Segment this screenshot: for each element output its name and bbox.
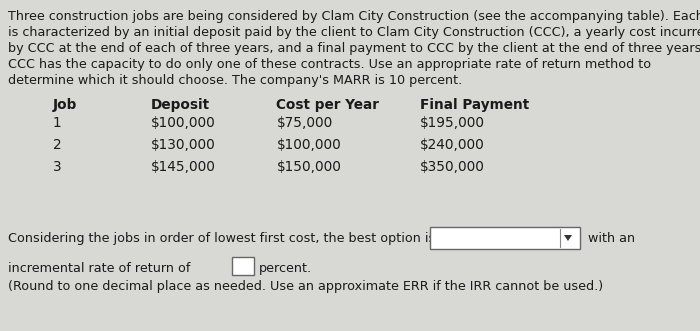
Text: Deposit: Deposit	[150, 98, 209, 112]
Text: incremental rate of return of: incremental rate of return of	[8, 262, 190, 275]
Text: $150,000: $150,000	[276, 160, 342, 174]
Text: $75,000: $75,000	[276, 116, 332, 130]
Text: 3: 3	[52, 160, 61, 174]
Text: Cost per Year: Cost per Year	[276, 98, 379, 112]
Text: $100,000: $100,000	[276, 138, 342, 152]
Text: Job: Job	[52, 98, 77, 112]
Text: $145,000: $145,000	[150, 160, 216, 174]
Text: by CCC at the end of each of three years, and a final payment to CCC by the clie: by CCC at the end of each of three years…	[8, 42, 700, 55]
Polygon shape	[564, 235, 572, 241]
Text: CCC has the capacity to do only one of these contracts. Use an appropriate rate : CCC has the capacity to do only one of t…	[8, 58, 651, 71]
Text: 1: 1	[52, 116, 61, 130]
Text: with an: with an	[588, 232, 635, 245]
Text: Final Payment: Final Payment	[420, 98, 529, 112]
Text: determine which it should choose. The company's MARR is 10 percent.: determine which it should choose. The co…	[8, 74, 462, 87]
Text: $195,000: $195,000	[420, 116, 485, 130]
Text: (Round to one decimal place as needed. Use an approximate ERR if the IRR cannot : (Round to one decimal place as needed. U…	[8, 280, 603, 293]
Text: Three construction jobs are being considered by Clam City Construction (see the : Three construction jobs are being consid…	[8, 10, 700, 23]
Bar	[430, 227, 580, 249]
Text: percent.: percent.	[259, 262, 312, 275]
Text: $240,000: $240,000	[420, 138, 484, 152]
Bar	[232, 257, 254, 275]
Text: is characterized by an initial deposit paid by the client to Clam City Construct: is characterized by an initial deposit p…	[8, 26, 700, 39]
Text: $100,000: $100,000	[150, 116, 216, 130]
Text: $130,000: $130,000	[150, 138, 216, 152]
Text: 2: 2	[52, 138, 61, 152]
Text: Considering the jobs in order of lowest first cost, the best option is: Considering the jobs in order of lowest …	[8, 232, 435, 245]
Text: $350,000: $350,000	[420, 160, 485, 174]
